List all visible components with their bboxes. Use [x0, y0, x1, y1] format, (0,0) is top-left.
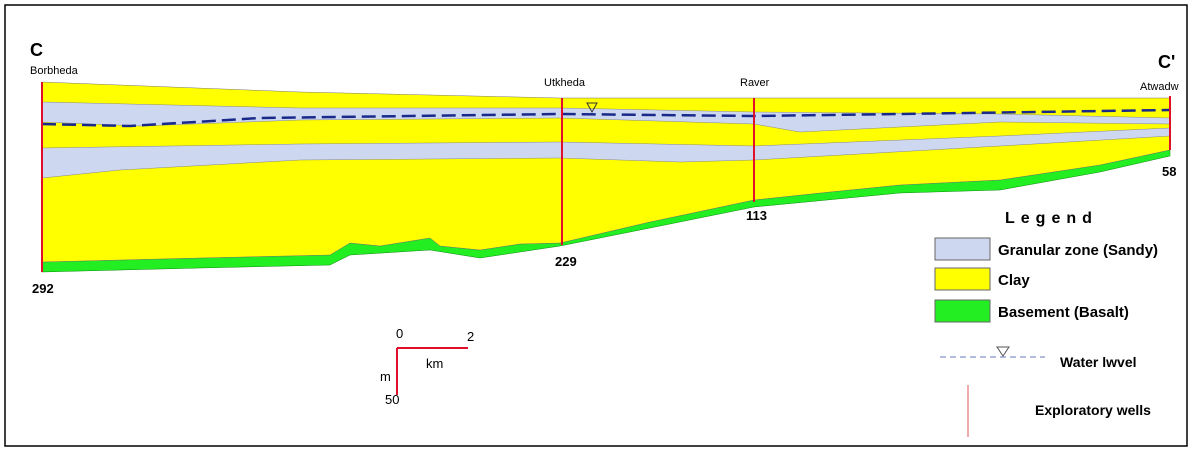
- scale-label: 0: [396, 326, 403, 341]
- section-label: C: [30, 40, 43, 60]
- section-label: C': [1158, 52, 1175, 72]
- legend-label: Exploratory wells: [1035, 402, 1151, 418]
- well-depth: 58: [1162, 164, 1176, 179]
- well-depth: 229: [555, 254, 577, 269]
- well-name: Raver: [740, 77, 770, 89]
- well-name: Atwadw: [1140, 81, 1179, 93]
- well-depth: 113: [746, 208, 767, 223]
- legend-title: Legend: [1005, 210, 1098, 227]
- scale-label: 50: [385, 392, 399, 407]
- scale-label: 2: [467, 329, 474, 344]
- legend-label: Granular zone (Sandy): [998, 242, 1158, 259]
- legend-label: Clay: [998, 272, 1030, 289]
- legend-swatch: [935, 268, 990, 290]
- scale-label: km: [426, 356, 443, 371]
- cross-section: C C' Borbheda Utkheda Raver Atwadw 292 2…: [0, 0, 1193, 452]
- scale-label: m: [380, 369, 391, 384]
- legend-swatch: [935, 238, 990, 260]
- well-name: Utkheda: [544, 77, 586, 89]
- legend-swatch: [935, 300, 990, 322]
- legend-label: Basement (Basalt): [998, 304, 1129, 321]
- legend-label: Water lwvel: [1060, 354, 1137, 370]
- well-name: Borbheda: [30, 65, 79, 77]
- well-depth: 292: [32, 281, 54, 296]
